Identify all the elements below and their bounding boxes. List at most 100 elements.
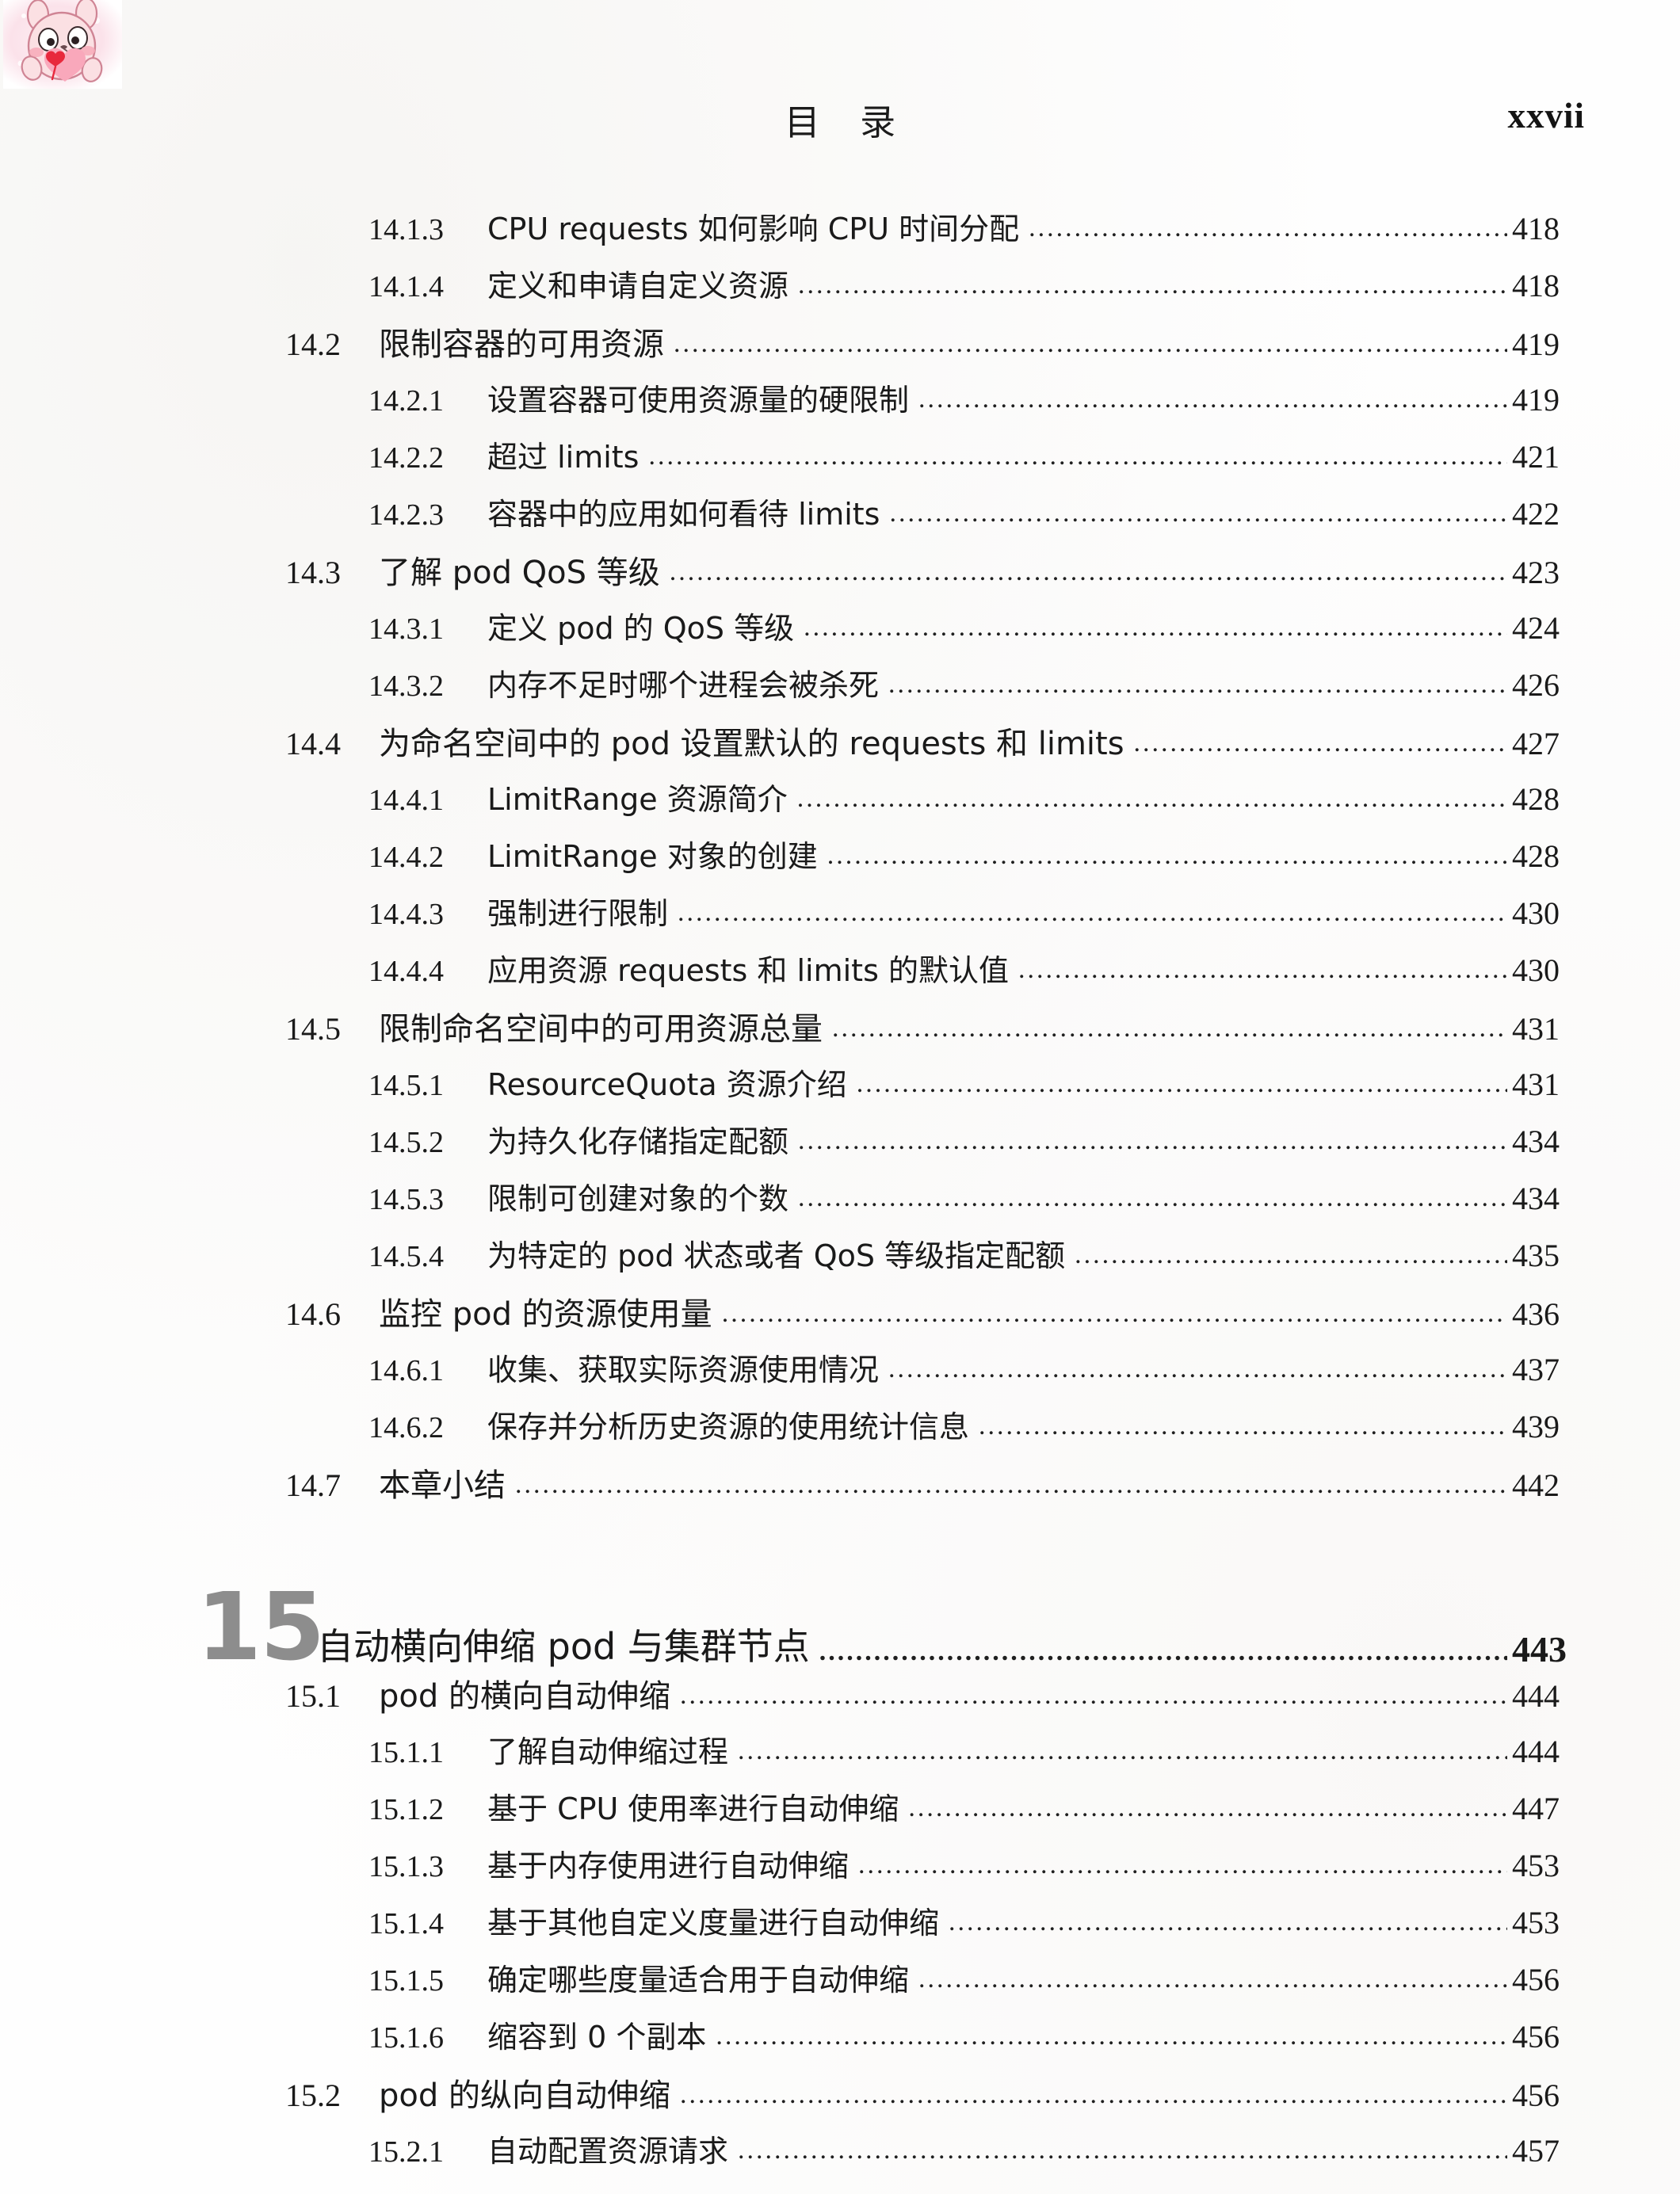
toc-entry-number: 14.3 [285, 555, 341, 590]
toc-entry-page-number: 456 [1512, 1962, 1560, 1997]
toc-leader-dots: ........................................… [738, 2135, 1507, 2165]
toc-entry-row[interactable]: 14.1.3 CPU requests 如何影响 CPU 时间分配........… [0, 204, 1680, 261]
toc-entry-page-number: 430 [1512, 952, 1560, 988]
toc-entry-row[interactable]: 14.4.2 LimitRange 对象的创建..................… [0, 832, 1680, 889]
toc-entry-title: LimitRange 对象的创建 [487, 839, 818, 874]
toc-entry-number: 14.3.2 [368, 670, 444, 703]
toc-leader-dots: ........................................… [798, 270, 1507, 300]
toc-entry-page-number: 426 [1512, 667, 1560, 703]
toc-entry-number: 14.4.1 [368, 784, 444, 817]
toc-entry-row[interactable]: 15.1.1 了解自动伸缩过程..........................… [0, 1727, 1680, 1784]
toc-entry-row[interactable]: 15.1 pod 的横向自动伸缩.........................… [0, 1670, 1680, 1727]
toc-entry-title: 了解 pod QoS 等级 [379, 555, 660, 591]
toc-entry-title: 容器中的应用如何看待 limits [487, 497, 880, 532]
toc-entry-page-number: 428 [1512, 781, 1560, 817]
toc-leader-dots: ........................................… [804, 612, 1507, 642]
pink-bunny-heart-sticker [3, 0, 154, 95]
toc-entry-page-number: 431 [1512, 1011, 1560, 1047]
toc-entry-title: 应用资源 requests 和 limits 的默认值 [487, 953, 1009, 988]
toc-entry-row[interactable]: 14.7 本章小结................................… [0, 1459, 1680, 1517]
toc-entry-number: 14.4.3 [368, 898, 444, 931]
toc-entry-title: 收集、获取实际资源使用情况 [487, 1353, 880, 1387]
toc-entry-page-number: 444 [1512, 1678, 1560, 1714]
toc-entry-page-number: 419 [1512, 326, 1560, 362]
toc-chapter-row[interactable]: 15 自动横向伸缩 pod 与集群节点......................… [0, 1551, 1680, 1681]
toc-entry-page-number: 430 [1512, 895, 1560, 931]
toc-leader-dots: ........................................… [738, 1736, 1507, 1765]
toc-entry-row[interactable]: 14.5.3 限制可创建对象的个数........................… [0, 1174, 1680, 1231]
toc-entry-page-number: 436 [1512, 1296, 1560, 1332]
toc-entry-number: 15 [197, 1572, 325, 1681]
toc-entry-row[interactable]: 14.4.1 LimitRange 资源简介...................… [0, 775, 1680, 832]
toc-entry-number: 15.1.6 [368, 2021, 444, 2055]
toc-leader-dots: ........................................… [678, 898, 1507, 927]
toc-entry-title: 缩容到 0 个副本 [487, 2020, 707, 2055]
toc-entry-row[interactable]: 14.5 限制命名空间中的可用资源总量......................… [0, 1003, 1680, 1060]
toc-entry-row[interactable]: 15.1.2 基于 CPU 使用率进行自动伸缩..................… [0, 1784, 1680, 1841]
toc-entry-number: 15.1.3 [368, 1850, 444, 1883]
toc-entry-row[interactable]: 15.2.1 自动配置资源请求..........................… [0, 2127, 1680, 2184]
toc-entry-row[interactable]: 14.2.3 容器中的应用如何看待 limits.................… [0, 490, 1680, 547]
toc-entry-number: 15.2.1 [368, 2135, 444, 2169]
toc-leader-dots: ........................................… [858, 1850, 1507, 1879]
toc-entry-title: 限制命名空间中的可用资源总量 [379, 1011, 823, 1047]
toc-entry-row[interactable]: 14.5.1 ResourceQuota 资源介绍................… [0, 1060, 1680, 1117]
toc-entry-number: 15.2 [285, 2078, 341, 2113]
toc-leader-dots: ........................................… [674, 329, 1507, 358]
toc-entry-number: 14.6.1 [368, 1354, 444, 1387]
toc-entry-row[interactable]: 14.6.1 收集、获取实际资源使用情况.....................… [0, 1345, 1680, 1402]
toc-entry-number: 15.1.4 [368, 1907, 444, 1940]
toc-entry-page-number: 418 [1512, 268, 1560, 303]
toc-entry-number: 14.6 [285, 1296, 341, 1332]
toc-entry-row[interactable]: 14.2.2 超过 limits.........................… [0, 433, 1680, 490]
toc-entry-page-number: 435 [1512, 1238, 1560, 1273]
toc-entry-row[interactable]: 15.1.6 缩容到 0 个副本.........................… [0, 2013, 1680, 2070]
toc-entry-page-number: 431 [1512, 1066, 1560, 1102]
toc-entry-page-number: 437 [1512, 1352, 1560, 1387]
toc-entry-title: ResourceQuota 资源介绍 [487, 1067, 847, 1102]
toc-entry-row[interactable]: 14.4.4 应用资源 requests 和 limits 的默认值.......… [0, 946, 1680, 1003]
toc-entry-number: 14.2.2 [368, 441, 444, 475]
toc-leader-dots: ........................................… [827, 841, 1507, 870]
toc-entry-title: 限制容器的可用资源 [379, 326, 664, 363]
toc-entry-page-number: 447 [1512, 1791, 1560, 1826]
toc-entry-number: 14.5 [285, 1011, 341, 1047]
toc-entry-row[interactable]: 14.6.2 保存并分析历史资源的使用统计信息..................… [0, 1402, 1680, 1459]
toc-entry-title: LimitRange 资源简介 [487, 782, 788, 817]
toc-entry-row[interactable]: 15.1.3 基于内存使用进行自动伸缩......................… [0, 1841, 1680, 1898]
toc-leader-dots: ........................................… [888, 1354, 1507, 1383]
toc-entry-row[interactable]: 14.3 了解 pod QoS 等级.......................… [0, 547, 1680, 604]
toc-leader-dots: ........................................… [1133, 728, 1507, 757]
toc-entry-title: 自动配置资源请求 [487, 2134, 729, 2169]
toc-entry-row[interactable]: 14.6 监控 pod 的资源使用量.......................… [0, 1288, 1680, 1345]
toc-leader-dots: ........................................… [1018, 955, 1507, 984]
toc-entry-row[interactable]: 15.1.5 确定哪些度量适合用于自动伸缩....................… [0, 1956, 1680, 2013]
toc-entry-row[interactable]: 14.1.4 定义和申请自定义资源........................… [0, 261, 1680, 319]
toc-entry-number: 15.1.2 [368, 1793, 444, 1826]
toc-entry-row[interactable]: 14.3.2 内存不足时哪个进程会被杀死.....................… [0, 661, 1680, 718]
toc-entry-row[interactable]: 14.4 为命名空间中的 pod 设置默认的 requests 和 limits.… [0, 718, 1680, 775]
toc-entry-number: 14.5.2 [368, 1126, 444, 1159]
toc-leader-dots: ........................................… [679, 2080, 1507, 2109]
toc-leader-dots: ........................................… [648, 441, 1507, 471]
toc-entry-row[interactable]: 15.1.4 基于其他自定义度量进行自动伸缩...................… [0, 1898, 1680, 1956]
toc-leader-dots: ........................................… [918, 1964, 1507, 1994]
toc-entry-row[interactable]: 14.5.2 为持久化存储指定配额........................… [0, 1117, 1680, 1174]
toc-entry-title: 设置容器可使用资源量的硬限制 [487, 383, 910, 418]
toc-leader-dots: ........................................… [856, 1069, 1507, 1098]
toc-entry-row[interactable]: 14.2 限制容器的可用资源...........................… [0, 319, 1680, 376]
toc-entry-title: 本章小结 [379, 1467, 506, 1504]
toc-entry-number: 15.1.1 [368, 1736, 444, 1769]
toc-entry-page-number: 419 [1512, 382, 1560, 418]
toc-leader-dots: ........................................… [669, 557, 1507, 586]
toc-entry-number: 14.4 [285, 726, 341, 761]
toc-entry-row[interactable]: 14.2.1 设置容器可使用资源量的硬限制....................… [0, 376, 1680, 433]
toc-entry-row[interactable]: 14.3.1 定义 pod 的 QoS 等级...................… [0, 604, 1680, 661]
toc-entry-page-number: 424 [1512, 610, 1560, 646]
toc-leader-dots: ........................................… [716, 2021, 1507, 2051]
toc-entry-title: 定义 pod 的 QoS 等级 [487, 611, 795, 646]
toc-entry-row[interactable]: 14.4.3 强制进行限制............................… [0, 889, 1680, 946]
toc-entry-row[interactable]: 14.5.4 为特定的 pod 状态或者 QoS 等级指定配额..........… [0, 1231, 1680, 1288]
toc-entry-title: 保存并分析历史资源的使用统计信息 [487, 1410, 970, 1444]
toc-entry-row[interactable]: 15.2 pod 的纵向自动伸缩.........................… [0, 2070, 1680, 2127]
